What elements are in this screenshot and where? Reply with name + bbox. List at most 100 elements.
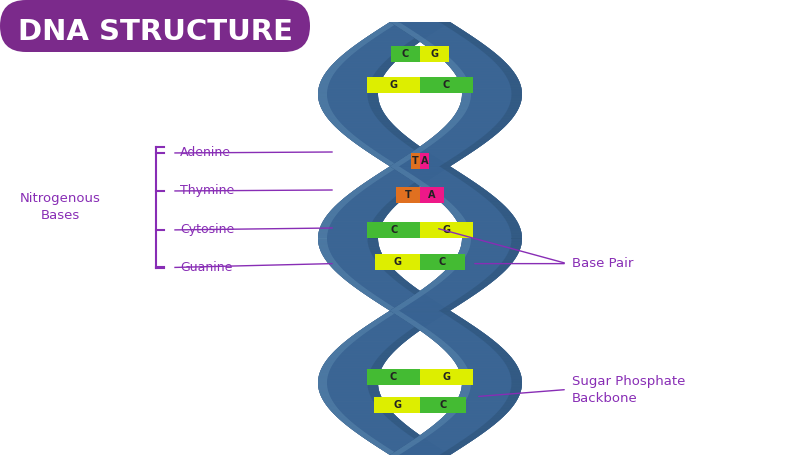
Polygon shape (417, 292, 478, 293)
Polygon shape (458, 398, 518, 399)
Polygon shape (318, 89, 378, 90)
Polygon shape (439, 345, 500, 346)
Polygon shape (418, 148, 427, 149)
Polygon shape (318, 380, 378, 381)
Polygon shape (392, 23, 454, 24)
Polygon shape (384, 451, 446, 452)
Polygon shape (461, 391, 521, 392)
Polygon shape (444, 127, 505, 128)
Polygon shape (368, 87, 379, 88)
Polygon shape (334, 269, 394, 270)
Polygon shape (461, 229, 521, 230)
Polygon shape (462, 243, 522, 244)
Polygon shape (394, 135, 406, 136)
Polygon shape (330, 120, 390, 121)
Polygon shape (369, 323, 430, 324)
Polygon shape (409, 290, 420, 291)
Polygon shape (394, 424, 406, 425)
Polygon shape (339, 201, 400, 202)
Polygon shape (453, 117, 513, 118)
Polygon shape (380, 448, 441, 449)
Polygon shape (320, 228, 380, 229)
Polygon shape (329, 408, 390, 409)
Polygon shape (437, 199, 498, 200)
Polygon shape (401, 173, 462, 174)
Polygon shape (430, 139, 490, 140)
Polygon shape (327, 70, 336, 71)
Polygon shape (334, 124, 394, 125)
Polygon shape (336, 271, 346, 272)
Polygon shape (455, 258, 464, 259)
Polygon shape (433, 136, 494, 137)
Polygon shape (326, 215, 387, 216)
Polygon shape (322, 254, 331, 255)
Polygon shape (368, 36, 378, 37)
Polygon shape (414, 294, 474, 295)
Polygon shape (446, 268, 456, 269)
Polygon shape (349, 283, 410, 284)
Polygon shape (367, 180, 429, 181)
Polygon shape (440, 57, 501, 58)
Polygon shape (358, 145, 418, 146)
Polygon shape (482, 281, 494, 282)
Polygon shape (337, 348, 398, 349)
Polygon shape (511, 93, 522, 94)
Polygon shape (380, 266, 391, 267)
Polygon shape (453, 215, 514, 216)
Polygon shape (505, 113, 516, 114)
Polygon shape (450, 121, 510, 122)
Polygon shape (349, 49, 410, 50)
Polygon shape (355, 432, 416, 433)
Polygon shape (403, 157, 414, 158)
Polygon shape (450, 408, 511, 409)
Polygon shape (346, 341, 406, 342)
Polygon shape (507, 223, 518, 224)
Polygon shape (462, 95, 471, 96)
Polygon shape (321, 106, 381, 107)
Polygon shape (445, 126, 506, 127)
Polygon shape (326, 405, 387, 406)
Polygon shape (358, 434, 368, 435)
Polygon shape (443, 60, 504, 61)
Polygon shape (439, 131, 500, 132)
Polygon shape (461, 245, 522, 246)
Polygon shape (377, 446, 438, 447)
Polygon shape (455, 74, 516, 75)
Polygon shape (414, 150, 426, 151)
Polygon shape (406, 321, 467, 322)
Polygon shape (343, 342, 404, 343)
Polygon shape (460, 83, 469, 84)
Polygon shape (348, 194, 409, 195)
Polygon shape (344, 53, 405, 54)
Polygon shape (354, 333, 415, 334)
Polygon shape (319, 84, 380, 85)
Polygon shape (453, 406, 462, 407)
Polygon shape (321, 107, 382, 108)
Polygon shape (318, 381, 327, 382)
Polygon shape (327, 118, 337, 119)
Polygon shape (337, 417, 346, 418)
Polygon shape (460, 393, 520, 394)
Polygon shape (402, 285, 413, 286)
Polygon shape (421, 299, 433, 300)
Polygon shape (436, 342, 497, 343)
Polygon shape (385, 163, 446, 164)
Polygon shape (411, 36, 472, 37)
Polygon shape (448, 65, 508, 66)
Polygon shape (326, 360, 387, 361)
Polygon shape (425, 45, 434, 46)
Polygon shape (375, 175, 436, 176)
Polygon shape (458, 397, 518, 398)
Polygon shape (373, 32, 434, 33)
Polygon shape (435, 198, 446, 199)
Polygon shape (400, 317, 461, 318)
Polygon shape (330, 122, 391, 123)
Polygon shape (451, 213, 461, 214)
Polygon shape (318, 241, 378, 242)
Polygon shape (506, 400, 517, 401)
Polygon shape (381, 27, 391, 28)
Polygon shape (318, 377, 378, 378)
Polygon shape (438, 166, 450, 167)
Polygon shape (422, 332, 483, 333)
Polygon shape (323, 364, 384, 365)
